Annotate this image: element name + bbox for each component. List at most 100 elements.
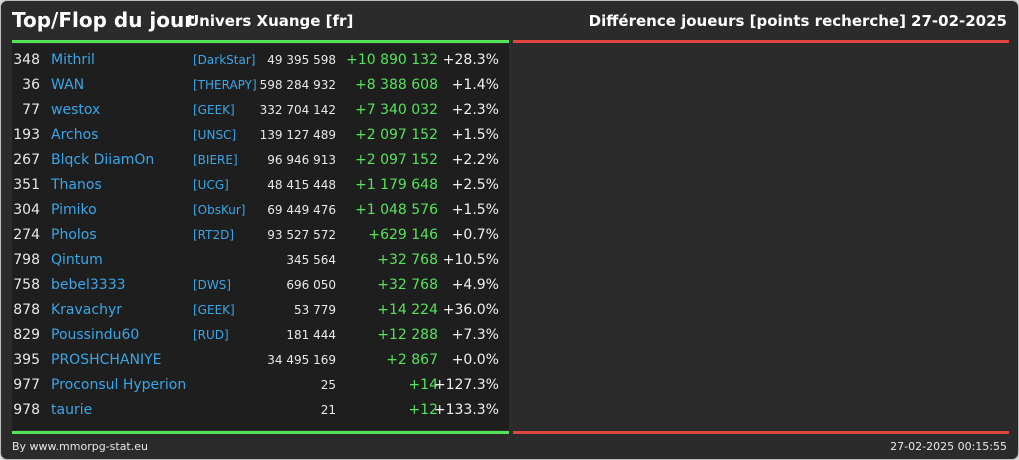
score-difference: +14 224 — [377, 302, 438, 318]
score-percent-change: +2.2% — [451, 152, 499, 168]
player-score: 21 — [320, 403, 336, 417]
score-percent-change: +1.5% — [451, 202, 499, 218]
score-percent-change: +127.3% — [433, 377, 499, 393]
player-rank: 351 — [13, 177, 40, 193]
alliance-tag-link[interactable]: [GEEK] — [193, 303, 235, 317]
table-row: 829 Poussindu60 [RUD] 181 444 +12 288 +7.3% — [12, 323, 509, 348]
score-percent-change: +2.5% — [451, 177, 499, 193]
table-row: 77 westox [GEEK] 332 704 142 +7 340 032 +2.3% — [12, 98, 509, 123]
player-score: 34 495 169 — [267, 353, 336, 367]
player-name-link[interactable]: westox — [51, 102, 101, 118]
player-name-link[interactable]: Qintum — [51, 252, 103, 268]
player-name-link[interactable]: Kravachyr — [51, 302, 122, 318]
player-name-link[interactable]: Blqck DiiamOn — [51, 152, 155, 168]
score-percent-change: +10.5% — [442, 252, 499, 268]
score-percent-change: +133.3% — [433, 402, 499, 418]
score-percent-change: +7.3% — [451, 327, 499, 343]
player-rank: 878 — [13, 302, 40, 318]
table-row: 978 taurie 21 +12 +133.3% — [12, 398, 509, 423]
score-percent-change: +28.3% — [442, 52, 499, 68]
player-score: 332 704 142 — [259, 103, 336, 117]
player-score: 49 395 598 — [267, 53, 336, 67]
score-percent-change: +4.9% — [451, 277, 499, 293]
player-name-link[interactable]: Poussindu60 — [51, 327, 140, 343]
table-row: 798 Qintum 345 564 +32 768 +10.5% — [12, 248, 509, 273]
table-row: 977 Proconsul Hyperion 25 +14 +127.3% — [12, 373, 509, 398]
player-score: 598 284 932 — [259, 78, 336, 92]
score-difference: +629 146 — [368, 227, 438, 243]
table-row: 274 Pholos [RT2D] 93 527 572 +629 146 +0.7% — [12, 223, 509, 248]
player-name-link[interactable]: taurie — [51, 402, 93, 418]
player-name-link[interactable]: Pholos — [51, 227, 97, 243]
player-name-link[interactable]: Pimiko — [51, 202, 97, 218]
score-percent-change: +0.0% — [451, 352, 499, 368]
player-score: 139 127 489 — [259, 128, 336, 142]
table-row: 267 Blqck DiiamOn [BIERE] 96 946 913 +2 097 … — [12, 148, 509, 173]
player-rank: 267 — [13, 152, 40, 168]
table-row: 878 Kravachyr [GEEK] 53 779 +14 224 +36.0% — [12, 298, 509, 323]
alliance-tag-link[interactable]: [DWS] — [193, 278, 232, 292]
player-rank: 193 — [13, 127, 40, 143]
top-loss-divider — [513, 40, 1009, 43]
score-difference: +1 179 648 — [355, 177, 438, 193]
score-difference: +10 890 132 — [346, 52, 438, 68]
alliance-tag-link[interactable]: [RT2D] — [193, 228, 235, 242]
table-row: 348 Mithril [DarkStar] 49 395 598 +10 890 13… — [12, 48, 509, 73]
player-rank: 77 — [22, 102, 40, 118]
score-difference: +7 340 032 — [355, 102, 438, 118]
page-title: Top/Flop du jour — [12, 8, 195, 32]
player-score: 48 415 448 — [267, 178, 336, 192]
score-difference: +32 768 — [377, 277, 438, 293]
player-score: 696 050 — [286, 278, 336, 292]
score-difference: +2 097 152 — [355, 127, 438, 143]
table-row: 351 Thanos [UCG] 48 415 448 +1 179 648 +2.5% — [12, 173, 509, 198]
score-difference: +12 288 — [377, 327, 438, 343]
player-name-link[interactable]: Proconsul Hyperion — [51, 377, 187, 393]
table-row: 395 PROSHCHANIYE 34 495 169 +2 867 +0.0% — [12, 348, 509, 373]
player-rank: 758 — [13, 277, 40, 293]
player-rank: 977 — [13, 377, 40, 393]
player-score: 181 444 — [286, 328, 336, 342]
score-percent-change: +1.4% — [451, 77, 499, 93]
player-score: 93 527 572 — [267, 228, 336, 242]
table-row: 758 bebel3333 [DWS] 696 050 +32 768 +4.9% — [12, 273, 509, 298]
player-score: 25 — [320, 378, 336, 392]
alliance-tag-link[interactable]: [GEEK] — [193, 103, 235, 117]
player-name-link[interactable]: Mithril — [51, 52, 95, 68]
score-difference: +2 867 — [386, 352, 438, 368]
alliance-tag-link[interactable]: [THERAPY] — [193, 78, 257, 92]
player-rank: 978 — [13, 402, 40, 418]
alliance-tag-link[interactable]: [DarkStar] — [193, 53, 256, 67]
player-rank: 829 — [13, 327, 40, 343]
player-rank: 348 — [13, 52, 40, 68]
player-rank: 395 — [13, 352, 40, 368]
top-losers-list — [513, 44, 1009, 430]
header-date: 27-02-2025 — [911, 12, 1007, 30]
alliance-tag-link[interactable]: [RUD] — [193, 328, 229, 342]
player-rank: 304 — [13, 202, 40, 218]
score-difference: +2 097 152 — [355, 152, 438, 168]
player-rank: 274 — [13, 227, 40, 243]
table-row: 193 Archos [UNSC] 139 127 489 +2 097 152 +1.5… — [12, 123, 509, 148]
player-name-link[interactable]: PROSHCHANIYE — [51, 352, 162, 368]
table-row: 304 Pimiko [ObsKur] 69 449 476 +1 048 576 +1.… — [12, 198, 509, 223]
score-percent-change: +1.5% — [451, 127, 499, 143]
score-difference: +1 048 576 — [355, 202, 438, 218]
player-name-link[interactable]: Thanos — [51, 177, 102, 193]
alliance-tag-link[interactable]: [BIERE] — [193, 153, 238, 167]
top-gain-divider — [12, 40, 509, 43]
player-name-link[interactable]: WAN — [51, 77, 85, 93]
alliance-tag-link[interactable]: [UNSC] — [193, 128, 237, 142]
alliance-tag-link[interactable]: [UCG] — [193, 178, 229, 192]
alliance-tag-link[interactable]: [ObsKur] — [193, 203, 246, 217]
score-percent-change: +0.7% — [451, 227, 499, 243]
score-difference: +8 388 608 — [355, 77, 438, 93]
score-difference: +14 — [408, 377, 438, 393]
player-rank: 798 — [13, 252, 40, 268]
score-difference: +12 — [408, 402, 438, 418]
site-credit: By www.mmorpg-stat.eu — [12, 440, 148, 453]
bottom-gain-divider — [12, 431, 509, 434]
player-name-link[interactable]: bebel3333 — [51, 277, 126, 293]
player-name-link[interactable]: Archos — [51, 127, 99, 143]
